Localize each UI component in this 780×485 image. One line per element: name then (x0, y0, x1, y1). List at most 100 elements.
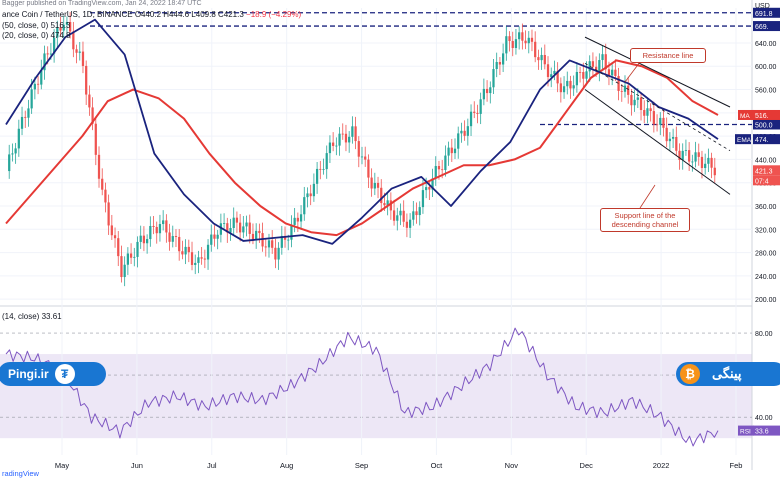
candle-body (646, 108, 649, 116)
candle-body (258, 230, 261, 234)
candle-body (611, 69, 614, 76)
candle-body (328, 142, 332, 154)
price-tag-countdown: 07:4 (755, 178, 769, 185)
candle-body (473, 111, 476, 113)
candle-body (652, 111, 655, 125)
candle-body (688, 150, 691, 162)
candle-body (293, 217, 296, 225)
y-tick-label: 440.00 (755, 157, 777, 164)
candle-body (710, 157, 713, 168)
ma-legend[interactable]: (50, close, 0) 516.3 (2, 21, 70, 30)
price-tag-countdown-bg (753, 175, 780, 186)
chart-attribution: Bagger published on TradingView.com, Jan… (2, 0, 202, 7)
candle-body (501, 53, 505, 65)
candle-body (572, 85, 575, 89)
ma-badge-bg (738, 109, 754, 120)
candle-body (556, 70, 559, 84)
ohlc-values: O440.2 H444.6 L409.8 C421.3 (134, 10, 244, 19)
candle-body (360, 156, 364, 158)
brand-right-text: پینگی (712, 366, 742, 381)
candle-body (380, 187, 383, 204)
candle-body (479, 99, 482, 114)
candle-body (332, 142, 335, 146)
ema-legend[interactable]: (20, close, 0) 474.8 (2, 31, 70, 40)
candle-body (444, 155, 447, 170)
candle-body (354, 126, 357, 142)
resistance-pointer (624, 61, 641, 83)
candle-body (280, 235, 283, 248)
candle-body (492, 69, 495, 88)
candle-body (668, 138, 672, 142)
candle-body (306, 193, 309, 198)
candle-body (14, 148, 17, 154)
candle-body (370, 177, 373, 189)
brand-badge-left[interactable]: Pingi.ir ₮ (0, 362, 106, 386)
candle-body (24, 116, 27, 118)
candle-body (216, 234, 219, 239)
candle-body (248, 222, 251, 234)
candle-body (575, 71, 579, 86)
rsi-badge: RSI (740, 429, 751, 436)
candle-body (20, 116, 24, 129)
candle-body (194, 262, 197, 265)
rsi-legend-value: (14, close) 33.61 (2, 312, 62, 321)
candle-body (27, 108, 30, 118)
candle-body (33, 83, 36, 90)
candle-body (357, 141, 360, 157)
x-tick-label: Sep (355, 461, 368, 470)
candle-body (299, 214, 303, 222)
candle-body (527, 37, 530, 44)
ema-badge: EMA (737, 137, 752, 144)
candle-body (607, 69, 611, 76)
candle-body (675, 136, 678, 151)
rsi-tick-label: 80.00 (755, 331, 773, 338)
rsi-badge-bg (738, 425, 754, 436)
candle-body (213, 234, 216, 239)
candle-body (598, 60, 601, 72)
candle-body (678, 150, 681, 160)
candle-body (200, 257, 203, 259)
candle-body (78, 51, 81, 53)
candle-body (691, 161, 694, 163)
candle-body (537, 57, 540, 61)
candle-body (197, 257, 200, 263)
candle-body (184, 246, 187, 255)
candle-body (524, 40, 527, 44)
candle-body (505, 36, 508, 54)
candle-body (235, 217, 239, 223)
x-tick-label: Feb (730, 461, 743, 470)
candle-body (219, 223, 223, 235)
candle-body (633, 99, 636, 106)
candle-body (485, 88, 489, 94)
candle-body (453, 148, 457, 154)
candle-body (418, 207, 421, 216)
candle-body (158, 224, 162, 234)
candle-body (367, 159, 370, 178)
price-tag-top1-bg (753, 7, 780, 18)
support-callout: Support line of the descending channel (600, 208, 690, 232)
candle-body (152, 225, 155, 227)
candle-body (514, 39, 518, 48)
candle-body (630, 94, 633, 106)
brand-badge-right[interactable]: ₿ پینگی (676, 362, 780, 386)
candle-body (351, 126, 354, 137)
candle-body (469, 111, 473, 127)
rsi-legend[interactable]: (14, close) 33.61 (2, 312, 62, 321)
candle-body (145, 239, 149, 244)
candle-body (671, 136, 675, 139)
candle-body (267, 240, 271, 248)
candle-body (203, 258, 206, 260)
candle-body (373, 182, 376, 189)
candle-body (639, 97, 643, 111)
candle-body (700, 156, 704, 169)
candle-body (636, 97, 639, 100)
candle-body (290, 224, 293, 240)
candle-body (627, 85, 630, 95)
y-tick-label: 640.00 (755, 41, 777, 48)
price-tag-ema: 474. (755, 137, 769, 144)
tradingview-footer: radingView (2, 469, 39, 478)
candle-body (222, 223, 226, 224)
candle-body (604, 54, 607, 70)
